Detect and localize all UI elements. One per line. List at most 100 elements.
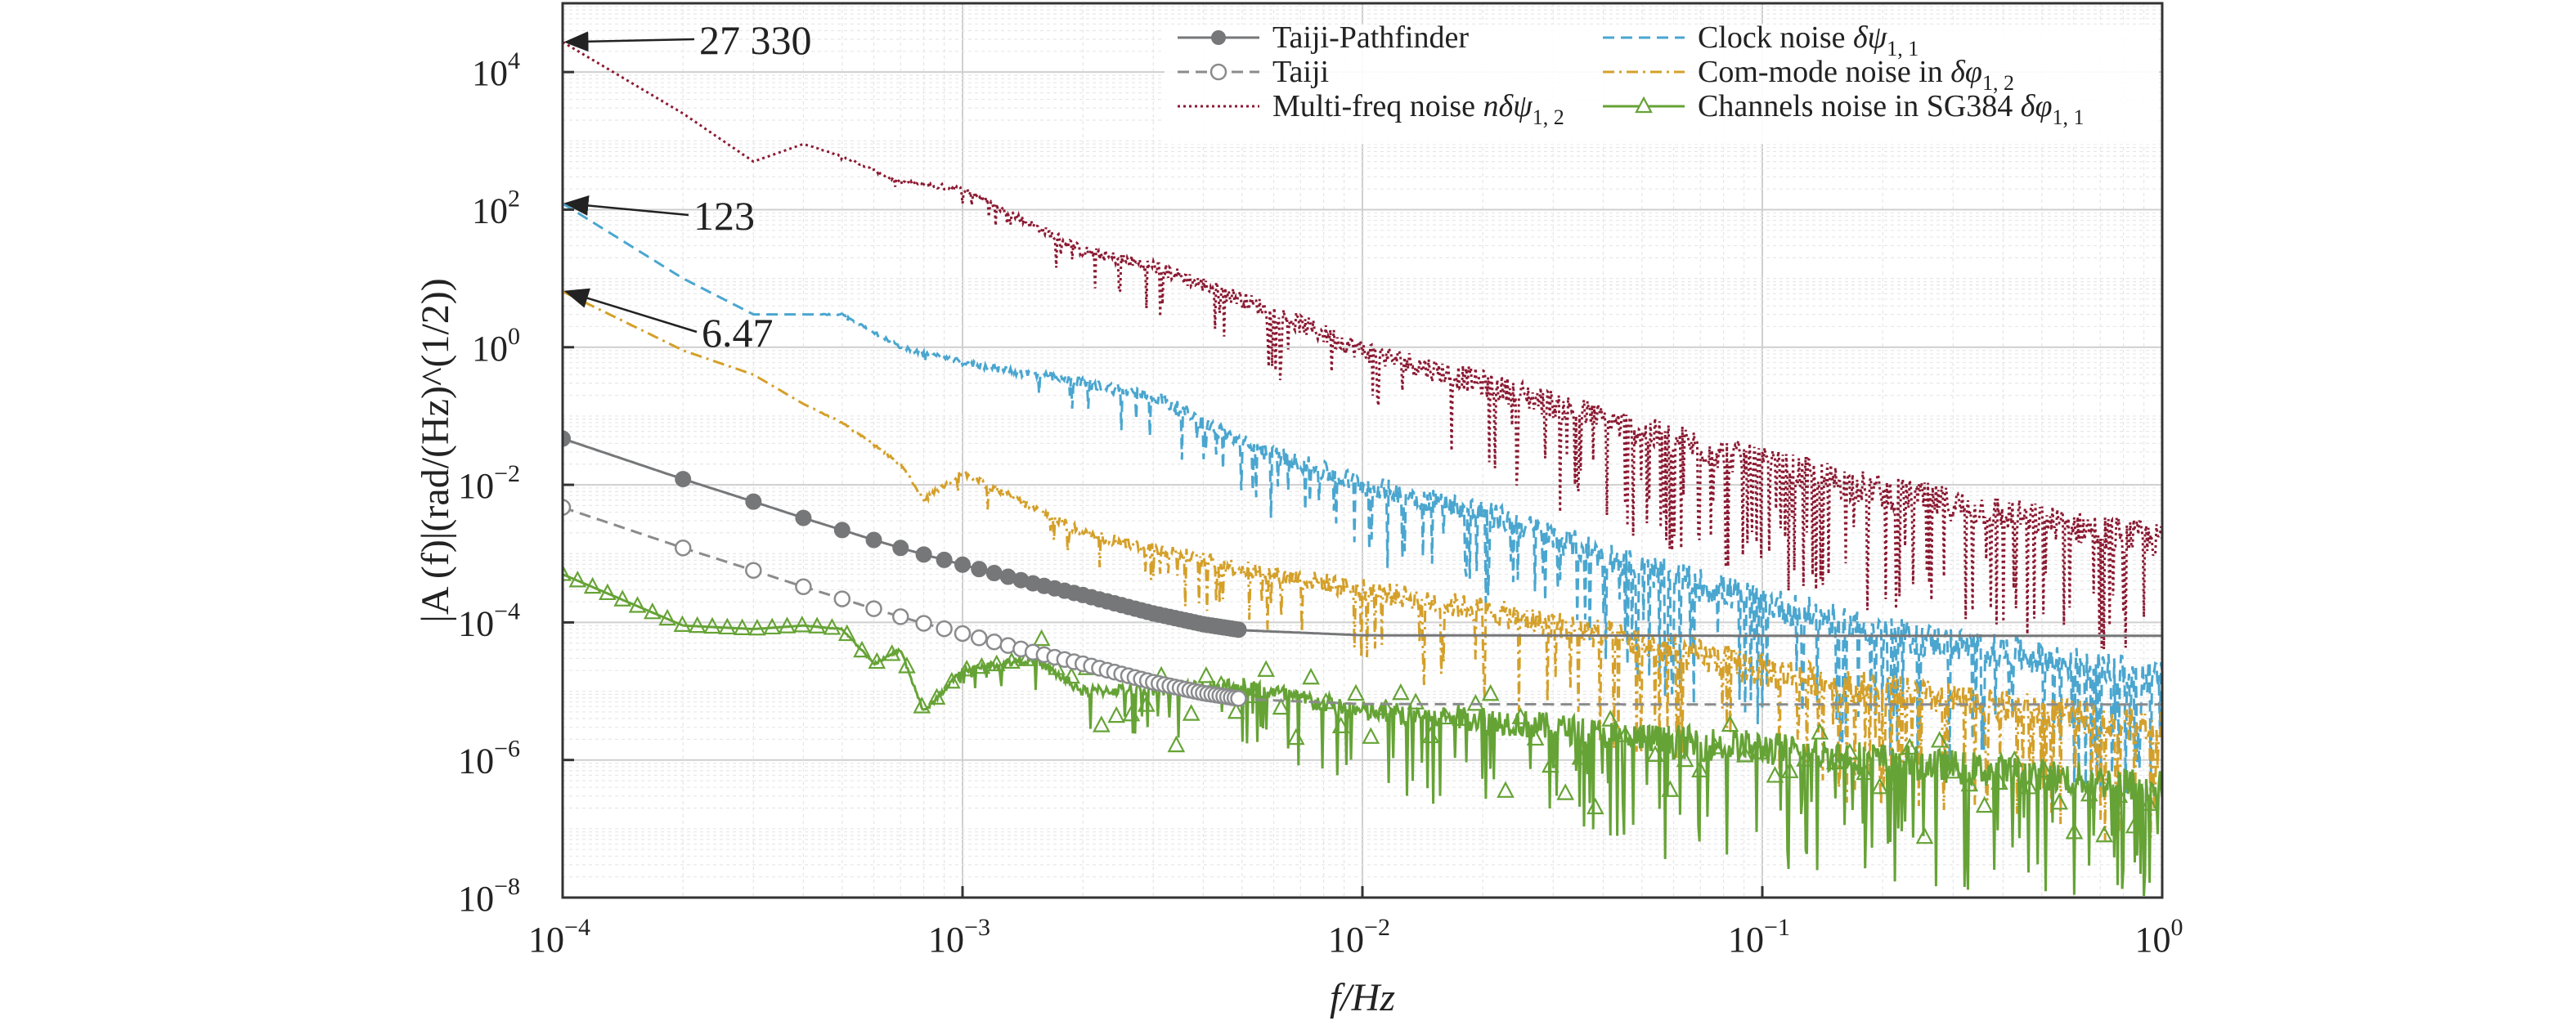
data-point	[1706, 737, 1725, 755]
data-point	[1242, 686, 1260, 704]
data-point	[1230, 690, 1247, 707]
data-point	[1407, 692, 1425, 710]
y-axis-title: |A (f)|(rad/(Hz)^(1/2))	[414, 278, 457, 623]
y-tick-label-exp: −8	[494, 873, 520, 900]
legend-label-part: Multi-freq noise	[1272, 89, 1483, 123]
legend-label: Multi-freq noise nδψ1, 2	[1272, 89, 1564, 129]
y-tick-label-text: 10−6	[458, 736, 520, 781]
data-point	[2080, 784, 2098, 802]
data-point	[1751, 742, 1769, 759]
legend-label-subscript: 1, 1	[2052, 105, 2084, 129]
data-point	[1376, 698, 1395, 715]
data-point	[1497, 781, 1515, 798]
annotation-arrow	[563, 31, 695, 52]
data-point	[718, 617, 737, 635]
x-tick-label-exp: −1	[1764, 914, 1790, 941]
series-4	[563, 499, 2162, 707]
data-point	[971, 561, 988, 578]
data-point	[674, 540, 692, 557]
data-point	[1421, 726, 1440, 744]
data-point	[2020, 777, 2039, 795]
data-point	[763, 617, 782, 635]
data-point	[958, 659, 976, 677]
data-point	[563, 499, 572, 516]
data-point	[599, 583, 617, 601]
data-point	[778, 616, 797, 634]
data-point	[837, 624, 856, 642]
data-point	[936, 620, 953, 638]
data-point	[833, 590, 851, 607]
series-line	[563, 290, 2162, 842]
x-tick-label-text: 10−4	[528, 914, 590, 960]
data-point	[915, 615, 932, 632]
y-tick-label: 10−2	[458, 460, 520, 506]
data-point	[643, 602, 662, 620]
data-point	[882, 644, 901, 661]
legend-label-symbol: δφ	[2021, 89, 2053, 123]
data-point	[943, 671, 961, 689]
legend-marker	[1209, 63, 1227, 81]
legend-marker	[1211, 30, 1226, 45]
data-point	[868, 652, 886, 670]
data-point	[568, 571, 587, 588]
legend-label-part: Clock noise	[1698, 20, 1853, 55]
data-point	[915, 546, 932, 563]
data-point	[1167, 735, 1186, 753]
annotations: 27 330 123 6.47	[563, 17, 812, 356]
data-point	[2125, 816, 2143, 834]
y-tick-label: 104	[472, 47, 520, 93]
data-point	[970, 629, 988, 647]
legend-box	[1165, 25, 2159, 144]
legend-entry: Clock noise δψ1, 1	[1603, 20, 1919, 60]
legend-label-symbol: δφ	[1950, 55, 1982, 89]
data-point	[1960, 774, 1979, 792]
data-point	[1661, 780, 1680, 797]
data-point	[1825, 752, 1844, 770]
x-tick-label: 100	[2135, 914, 2183, 960]
data-point	[954, 625, 972, 643]
data-point	[1182, 704, 1200, 721]
data-point	[954, 556, 971, 573]
data-point	[892, 540, 909, 557]
y-tick-label-exp: 2	[508, 185, 520, 212]
data-point	[703, 616, 721, 634]
data-point	[795, 578, 812, 595]
y-tick-label-exp: −2	[494, 460, 520, 487]
data-point	[892, 608, 909, 625]
series-5	[563, 564, 2162, 897]
data-point	[745, 562, 762, 580]
legend-label: Channels noise in SG384 δφ1, 1	[1698, 89, 2084, 129]
y-tick-label: 10−4	[458, 598, 520, 643]
annotation-label: 6.47	[702, 310, 774, 356]
series-2	[563, 290, 2162, 842]
legend-label-part: Taiji	[1272, 55, 1329, 89]
data-point	[1856, 763, 1874, 781]
y-tick-label-text: 104	[472, 47, 520, 93]
series-markers	[563, 564, 2158, 844]
data-point	[658, 608, 676, 626]
data-point	[1062, 666, 1081, 684]
legend-marker	[1635, 96, 1653, 114]
data-point	[1257, 660, 1275, 677]
data-point	[1780, 761, 1799, 778]
data-point	[985, 565, 1003, 582]
series-markers	[563, 499, 1247, 707]
data-point	[1870, 777, 1889, 795]
data-point	[1542, 755, 1560, 773]
data-point	[1586, 797, 1604, 815]
data-point	[1032, 629, 1051, 647]
y-tick-label-exp: 4	[508, 47, 520, 74]
y-tick-label-text: 100	[472, 323, 520, 369]
data-point	[1631, 724, 1649, 742]
data-point	[1286, 728, 1305, 746]
y-tick-label: 100	[472, 323, 520, 369]
y-tick-label: 102	[472, 185, 520, 231]
data-point	[745, 493, 762, 510]
x-tick-label-exp: 0	[2171, 914, 2183, 941]
data-point	[1272, 697, 1290, 715]
y-tick-label: 10−8	[458, 873, 520, 919]
data-point	[1975, 795, 1994, 813]
series-layer	[563, 41, 2162, 897]
